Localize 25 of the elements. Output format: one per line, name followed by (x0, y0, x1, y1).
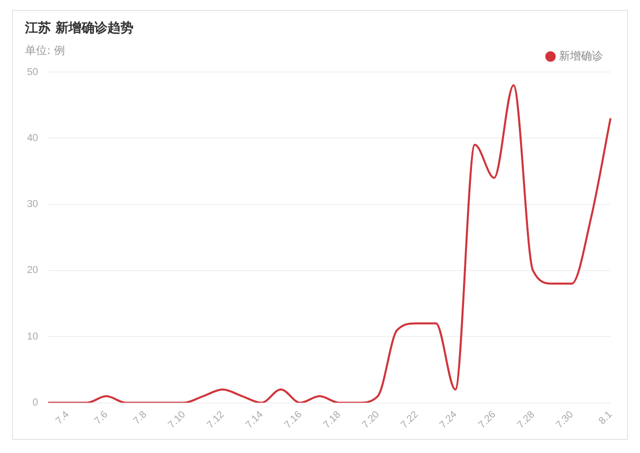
x-tick-label: 7.10 (166, 408, 188, 431)
x-tick-label: 7.20 (360, 408, 382, 431)
x-tick-label: 7.26 (476, 408, 499, 431)
x-tick-label: 7.12 (205, 408, 228, 431)
line-series (47, 84, 612, 403)
x-tick-label: 7.24 (438, 408, 460, 431)
y-tick-label: 0 (32, 398, 39, 408)
y-tick-label: 30 (27, 199, 39, 210)
legend-label: 新增确诊 (559, 49, 603, 62)
x-tick-label: 7.30 (554, 408, 576, 431)
x-tick-label: 7.22 (399, 408, 421, 431)
chart-subtitle: 单位: 例 (25, 43, 66, 58)
x-tick-label: 7.6 (92, 408, 111, 427)
y-tick-label: 10 (27, 331, 39, 342)
x-tick-label: 7.4 (54, 408, 72, 427)
x-tick-label: 7.28 (515, 408, 538, 431)
x-tick-label: 7.14 (244, 408, 266, 431)
y-tick-label: 20 (27, 265, 39, 276)
x-tick-label: 7.16 (282, 408, 305, 431)
x-tick-label: 7.18 (322, 408, 344, 431)
x-tick-label: 8.1 (596, 408, 615, 427)
y-tick-label: 40 (27, 132, 39, 144)
y-tick-label: 50 (27, 66, 39, 78)
chart-title: 江苏 新增确诊趋势 (25, 20, 134, 37)
x-tick-label: 7.8 (132, 408, 150, 427)
